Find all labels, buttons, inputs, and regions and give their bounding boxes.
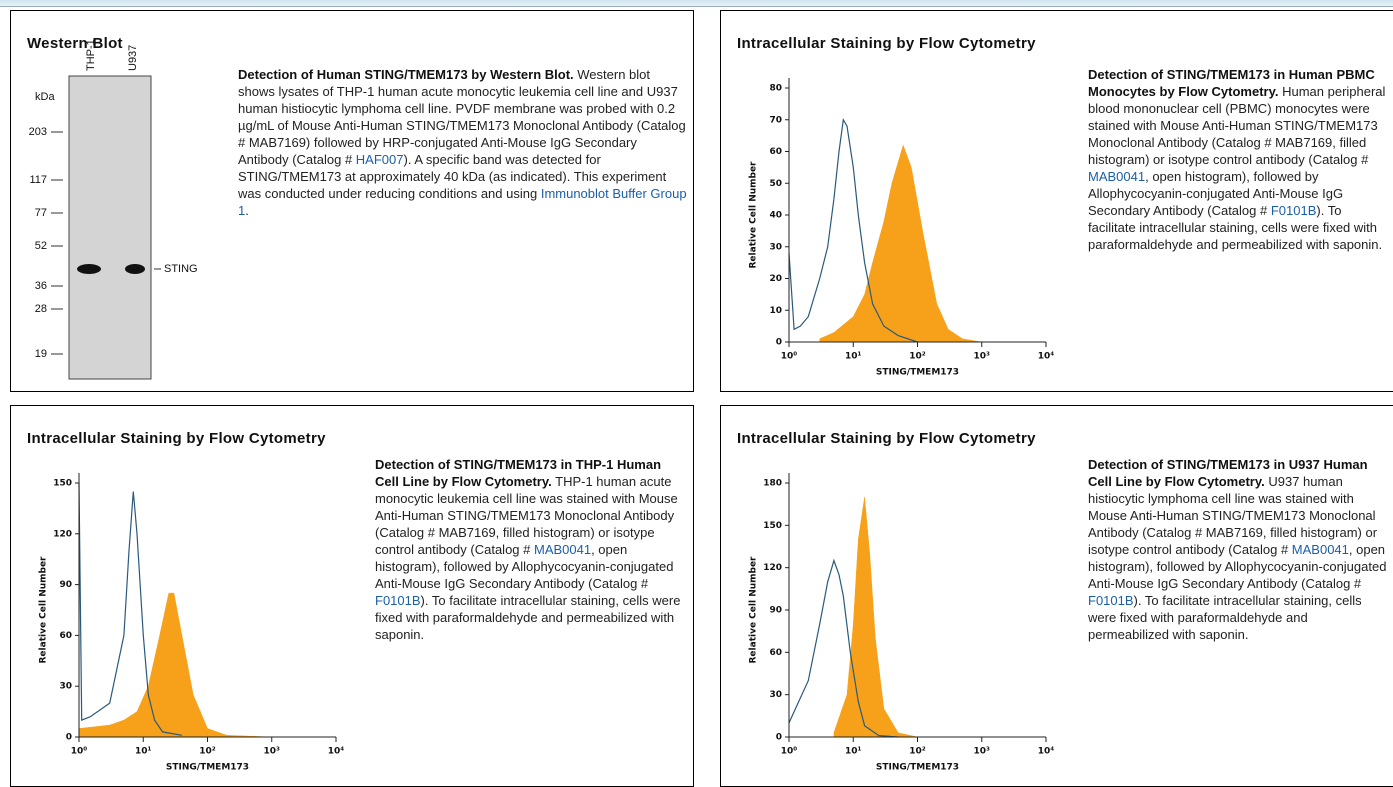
panel-title: Intracellular Staining by Flow Cytometry	[737, 430, 1036, 447]
x-tick-label: 10⁰	[71, 747, 88, 757]
x-tick-label: 10³	[974, 747, 991, 757]
panel: 0 30 60 90 120 150 10⁰ 10¹ 10² 10³ 10⁴ STING/TMEM17…	[10, 405, 694, 787]
marker-label: 52	[35, 240, 47, 252]
y-tick-label: 40	[769, 211, 782, 221]
lane-label: U937	[127, 45, 139, 71]
y-tick-label: 0	[776, 733, 782, 743]
y-axis-label: Relative Cell Number	[39, 556, 49, 664]
description-text: .	[245, 203, 249, 218]
y-tick-label: 90	[769, 606, 782, 616]
unit-label: kDa	[35, 91, 55, 103]
y-tick-label: 60	[769, 147, 782, 157]
panel-title: Intracellular Staining by Flow Cytometry	[737, 35, 1036, 52]
x-tick-label: 10⁴	[1038, 352, 1055, 362]
y-tick-label: 180	[763, 479, 782, 489]
filled-histogram	[79, 593, 272, 737]
y-tick-label: 10	[769, 306, 782, 316]
link[interactable]: F0101B	[1088, 593, 1134, 608]
x-tick-label: 10¹	[845, 747, 862, 757]
filled-histogram	[820, 145, 982, 342]
y-tick-label: 60	[769, 648, 782, 658]
y-tick-label: 120	[53, 529, 72, 539]
description: Detection of STING/TMEM173 in THP-1 Huma…	[375, 456, 687, 643]
membrane	[69, 76, 151, 379]
y-tick-label: 60	[59, 631, 72, 641]
y-axis-label: Relative Cell Number	[749, 161, 759, 269]
x-tick-label: 10⁰	[781, 352, 798, 362]
header-strip	[0, 0, 1393, 7]
x-tick-label: 10⁰	[781, 747, 798, 757]
description: Detection of Human STING/TMEM173 by West…	[238, 66, 688, 219]
y-tick-label: 50	[769, 179, 782, 189]
y-tick-label: 80	[769, 84, 782, 94]
x-axis-label: STING/TMEM173	[166, 763, 249, 773]
y-tick-label: 150	[763, 521, 782, 531]
description-text: ). To facilitate intracellular staining,…	[375, 593, 680, 642]
x-tick-label: 10²	[199, 747, 216, 757]
x-axis-label: STING/TMEM173	[876, 368, 959, 378]
x-tick-label: 10⁴	[1038, 747, 1055, 757]
y-tick-label: 120	[763, 563, 782, 573]
figure: 0 10 20 30 40 50 60 70 80 10⁰ 10¹ 10² 10³ 10⁴ STING/TM…	[721, 11, 1081, 391]
y-tick-label: 0	[66, 733, 72, 743]
figure: 0 30 60 90 120 150 10⁰ 10¹ 10² 10³ 10⁴ STING/TMEM17…	[11, 406, 371, 786]
marker-label: 117	[29, 174, 47, 186]
page: kDaTHP-1U9372031177752362819STINGWestern…	[0, 0, 1393, 787]
marker-label: 28	[35, 303, 47, 315]
band-label: STING	[164, 263, 198, 275]
y-tick-label: 150	[53, 479, 72, 489]
link[interactable]: HAF007	[356, 152, 404, 167]
y-tick-label: 20	[769, 274, 782, 284]
x-tick-label: 10³	[264, 747, 281, 757]
band	[125, 264, 145, 274]
x-axis-label: STING/TMEM173	[876, 763, 959, 773]
marker-label: 19	[35, 348, 47, 360]
x-tick-label: 10¹	[135, 747, 152, 757]
description: Detection of STING/TMEM173 in U937 Human…	[1088, 456, 1388, 643]
y-tick-label: 70	[769, 115, 782, 125]
description-heading: Detection of Human STING/TMEM173 by West…	[238, 67, 574, 82]
x-tick-label: 10²	[909, 747, 926, 757]
y-tick-label: 30	[769, 690, 782, 700]
x-tick-label: 10¹	[845, 352, 862, 362]
panel-title: Intracellular Staining by Flow Cytometry	[27, 430, 326, 447]
panel: 0 10 20 30 40 50 60 70 80 10⁰ 10¹ 10² 10³ 10⁴ STING/TM…	[720, 10, 1393, 392]
panel: 0 30 60 90 120 150 180 10⁰ 10¹ 10² 10³ 10⁴ STING/TME…	[720, 405, 1393, 787]
y-tick-label: 30	[769, 242, 782, 252]
link[interactable]: F0101B	[375, 593, 421, 608]
link[interactable]: MAB0041	[1292, 542, 1349, 557]
y-tick-label: 90	[59, 580, 72, 590]
figure: 0 30 60 90 120 150 180 10⁰ 10¹ 10² 10³ 10⁴ STING/TME…	[721, 406, 1081, 786]
marker-label: 77	[35, 207, 47, 219]
x-tick-label: 10⁴	[328, 747, 345, 757]
band	[77, 264, 101, 274]
panel-title: Western Blot	[27, 35, 123, 52]
description: Detection of STING/TMEM173 in Human PBMC…	[1088, 66, 1388, 253]
link[interactable]: MAB0041	[1088, 169, 1145, 184]
y-tick-label: 0	[776, 338, 782, 348]
marker-label: 36	[35, 280, 47, 292]
marker-label: 203	[29, 126, 47, 138]
x-tick-label: 10²	[909, 352, 926, 362]
y-axis-label: Relative Cell Number	[749, 556, 759, 664]
link[interactable]: MAB0041	[534, 542, 591, 557]
link[interactable]: F0101B	[1271, 203, 1317, 218]
y-tick-label: 30	[59, 682, 72, 692]
x-tick-label: 10³	[974, 352, 991, 362]
